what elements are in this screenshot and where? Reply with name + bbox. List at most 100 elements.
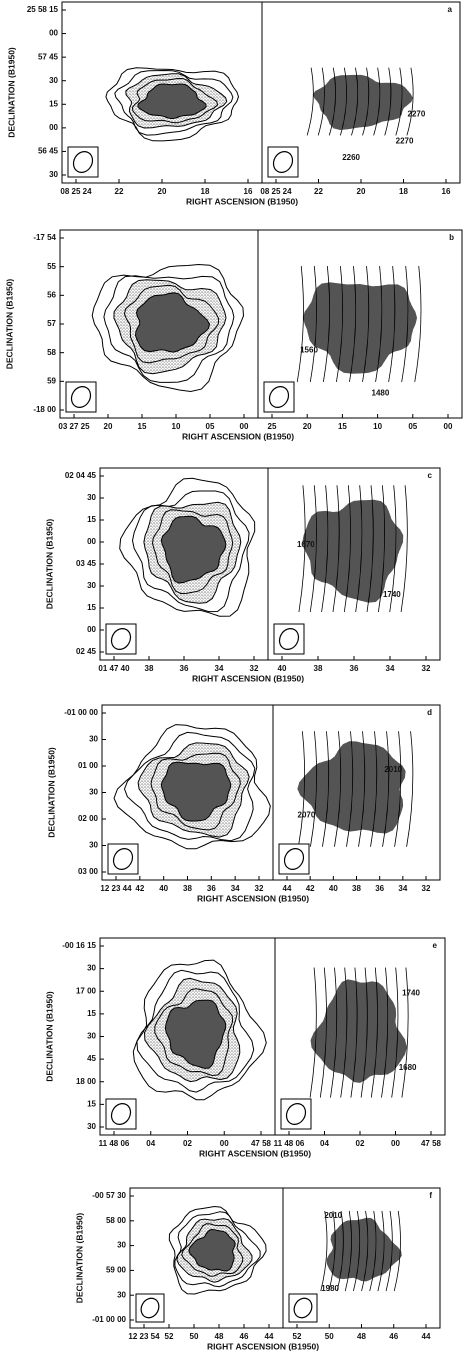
- x-tick-label: 04: [320, 1139, 329, 1148]
- x-tick-label: 36: [180, 664, 189, 673]
- panel-letter: c: [428, 471, 433, 480]
- y-tick-label: 56 45: [38, 147, 59, 156]
- isovelocity-contour: [351, 67, 359, 136]
- contour-label: 1740: [402, 988, 420, 997]
- y-axis-label: DECLINATION (B1950): [74, 1213, 84, 1304]
- x-tick-label: 40: [329, 884, 338, 893]
- isovelocity-contour: [381, 967, 389, 1098]
- x-tick-label: 48: [357, 1332, 366, 1341]
- x-tick-label: 50: [190, 1332, 199, 1341]
- isovelocity-contour: [369, 1210, 377, 1292]
- x-axis-label: RIGHT ASCENSION (B1950): [197, 893, 309, 903]
- contour-label: 1560: [300, 345, 318, 354]
- panel-letter: f: [429, 1191, 432, 1200]
- x-tick-label: 20: [104, 422, 113, 431]
- isovelocity-contour: [395, 67, 403, 136]
- isovelocity-contour: [377, 485, 386, 613]
- contour-label: 2270: [408, 109, 426, 118]
- y-tick-label: -18 00: [33, 405, 56, 414]
- x-tick-label: 34: [386, 664, 395, 673]
- x-tick-label: 48: [215, 1332, 224, 1341]
- isovelocity-contour: [328, 1210, 336, 1292]
- y-axis-label: DECLINATION (B1950): [6, 47, 16, 138]
- x-axis-label: RIGHT ASCENSION (B1950): [199, 1148, 311, 1158]
- y-tick-label: 02 00: [78, 814, 99, 823]
- x-tick-label: 08 25 24: [260, 187, 292, 196]
- panel-letter: b: [449, 233, 454, 242]
- isovelocity-contour: [401, 967, 409, 1098]
- x-tick-label: 40: [159, 884, 168, 893]
- contour-label: 1680: [399, 1063, 417, 1072]
- x-tick-label: 34: [215, 664, 224, 673]
- isovelocity-contour: [332, 485, 340, 613]
- x-tick-label: 03 27 25: [58, 422, 90, 431]
- panel-letter: e: [433, 941, 438, 950]
- x-tick-label: 38: [183, 884, 192, 893]
- x-tick-label: 44: [422, 1332, 431, 1341]
- beam: [70, 386, 92, 408]
- isovelocity-contour: [370, 731, 378, 847]
- y-axis-label: DECLINATION (B1950): [44, 991, 54, 1082]
- isovelocity-contour: [389, 485, 397, 613]
- beam: [110, 1103, 132, 1125]
- x-tick-label: 02: [183, 1139, 192, 1148]
- x-axis-label: RIGHT ASCENSION (B1950): [207, 1341, 319, 1351]
- x-tick-label: 52: [165, 1332, 174, 1341]
- isovelocity-contour: [362, 266, 370, 382]
- y-tick-label: 15: [87, 515, 96, 524]
- isovelocity-contour: [384, 67, 392, 136]
- x-tick-label: 34: [231, 884, 240, 893]
- isovelocity-contour: [358, 731, 366, 847]
- y-axis-label: DECLINATION (B1950): [46, 747, 56, 838]
- y-tick-label: 30: [49, 76, 58, 85]
- isovelocity-contour: [361, 1210, 369, 1292]
- x-tick-label: 38: [145, 664, 154, 673]
- y-tick-label: 25 58 15: [27, 5, 59, 14]
- isovelocity-contour: [336, 266, 344, 382]
- contour-label: 1740: [383, 590, 401, 599]
- y-tick-label: 45: [87, 1054, 96, 1063]
- x-tick-label: 25: [268, 422, 277, 431]
- x-tick-label: 44: [265, 1332, 274, 1341]
- x-tick-label: 20: [158, 187, 167, 196]
- isovelocity-contour: [350, 967, 358, 1098]
- isovelocity-contour: [353, 1210, 361, 1292]
- intensity-contour: [114, 69, 234, 136]
- x-tick-label: 34: [398, 884, 407, 893]
- beam: [272, 151, 294, 173]
- y-tick-label: 30: [87, 1122, 96, 1131]
- isovelocity-contour: [366, 485, 374, 613]
- x-tick-label: 02: [356, 1139, 365, 1148]
- isovelocity-contour: [394, 731, 402, 847]
- x-tick-label: 12 23 54: [128, 1332, 160, 1341]
- y-tick-label: 15: [49, 99, 58, 108]
- x-tick-label: 00: [391, 1139, 400, 1148]
- x-tick-label: 40: [278, 664, 287, 673]
- isovelocity-contour: [401, 266, 409, 382]
- isovelocity-contour: [319, 967, 327, 1098]
- isovelocity-contour: [406, 67, 414, 136]
- contour-label: 2010: [324, 1211, 342, 1220]
- x-tick-label: 50: [325, 1332, 334, 1341]
- intensity-contour: [160, 761, 232, 822]
- y-tick-label: 17 00: [76, 986, 97, 995]
- y-tick-label: 30: [87, 493, 96, 502]
- x-tick-label: 47 58: [421, 1139, 442, 1148]
- y-tick-label: 30: [87, 1032, 96, 1041]
- x-tick-label: 52: [293, 1332, 302, 1341]
- y-tick-label: 18 00: [76, 1077, 97, 1086]
- y-tick-label: 58 00: [106, 1216, 127, 1225]
- isovelocity-contour: [382, 731, 390, 847]
- beam: [140, 1297, 160, 1319]
- x-tick-label: 16: [244, 187, 253, 196]
- isovelocity-contour: [385, 1210, 393, 1292]
- x-tick-label: 32: [422, 664, 431, 673]
- x-tick-label: 11 48 06: [99, 1139, 130, 1148]
- isovelocity-contour: [296, 266, 304, 382]
- x-tick-label: 46: [240, 1332, 249, 1341]
- y-tick-label: -00 16 15: [62, 941, 96, 950]
- y-tick-label: -01 00 00: [92, 1315, 126, 1324]
- velocity-field: [302, 499, 404, 603]
- velocity-field: [312, 74, 413, 130]
- isovelocity-contour: [328, 67, 336, 136]
